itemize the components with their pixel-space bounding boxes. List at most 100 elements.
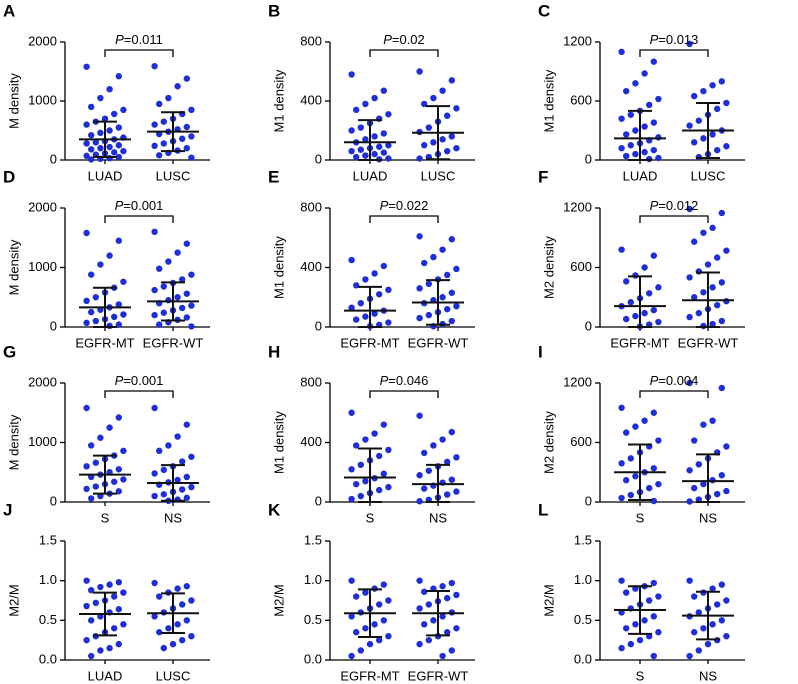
data-point <box>151 142 158 150</box>
p-text: =0.001 <box>123 198 163 213</box>
data-point <box>425 601 432 608</box>
data-point <box>371 310 378 317</box>
data-point <box>632 80 639 87</box>
data-point <box>174 585 181 592</box>
panel-letter: D <box>3 167 15 186</box>
data-point <box>646 597 653 604</box>
data-point <box>691 629 698 636</box>
y-axis-label: M1 density <box>541 69 556 132</box>
data-point <box>188 106 195 114</box>
y-tick-label: 800 <box>300 199 322 214</box>
data-point <box>115 579 123 586</box>
data-point <box>444 147 451 155</box>
data-point <box>627 491 634 499</box>
significance-bracket <box>639 390 709 398</box>
data-point <box>106 155 113 162</box>
data-point <box>156 593 163 600</box>
data-point <box>641 264 648 271</box>
y-tick-label: 0.0 <box>574 651 592 666</box>
data-point <box>655 95 662 103</box>
data-point <box>362 589 369 596</box>
y-tick-label: 1.0 <box>304 572 322 587</box>
data-point <box>83 404 90 412</box>
y-tick-label: 1.0 <box>574 572 592 587</box>
data-point <box>618 48 625 56</box>
data-point <box>623 625 630 632</box>
data-point <box>92 483 100 490</box>
panel-letter: A <box>3 1 15 20</box>
x-tick-label: LUSC <box>691 168 726 183</box>
data-point <box>430 94 437 102</box>
data-point <box>362 276 369 283</box>
p-value: P=0.001 <box>115 198 164 213</box>
p-value: P=0.011 <box>115 32 163 47</box>
data-point <box>453 454 460 461</box>
data-point <box>618 644 625 652</box>
data-point <box>97 583 104 591</box>
data-point <box>691 92 698 100</box>
data-point <box>695 309 702 317</box>
data-point <box>88 271 95 278</box>
data-point <box>641 148 648 156</box>
significance-bracket <box>369 215 439 223</box>
data-point <box>115 237 123 244</box>
data-point <box>111 313 118 321</box>
data-point <box>165 258 172 265</box>
p-text: =0.02 <box>392 32 425 47</box>
data-point <box>151 228 158 235</box>
data-point <box>718 581 725 588</box>
data-point <box>83 577 90 584</box>
x-tick-label: EGFR-MT <box>610 335 669 350</box>
y-tick-label: 2000 <box>28 199 57 214</box>
data-point <box>156 447 163 455</box>
data-point <box>376 636 383 644</box>
p-symbol: P <box>383 32 392 47</box>
data-point <box>430 253 437 261</box>
data-point <box>691 238 698 245</box>
data-point <box>448 647 455 654</box>
data-point <box>709 585 716 592</box>
data-point <box>88 442 95 449</box>
data-point <box>151 470 158 477</box>
y-tick-label: 0 <box>315 318 322 333</box>
data-point <box>439 652 446 660</box>
data-point <box>83 485 90 493</box>
data-point <box>448 77 455 84</box>
data-point <box>709 284 716 291</box>
data-point <box>111 593 118 600</box>
data-point <box>151 579 158 587</box>
data-point <box>618 404 625 411</box>
x-tick-label: NS <box>699 510 717 525</box>
data-point <box>623 152 630 160</box>
data-point <box>700 87 707 95</box>
x-tick-label: LUAD <box>353 168 388 183</box>
y-tick-label: 800 <box>300 33 322 48</box>
data-point <box>115 301 123 308</box>
data-point <box>362 100 369 108</box>
data-point <box>655 154 662 162</box>
p-symbol: P <box>380 373 389 388</box>
data-point <box>371 133 378 140</box>
y-tick-label: 2000 <box>28 374 57 389</box>
data-point <box>353 316 360 323</box>
data-point <box>92 599 100 607</box>
data-point <box>718 317 725 325</box>
data-point <box>348 466 355 473</box>
data-point <box>188 302 195 309</box>
data-point <box>618 145 625 152</box>
data-point <box>448 476 455 483</box>
data-point <box>106 644 113 652</box>
data-point <box>183 75 190 82</box>
data-point <box>723 143 730 150</box>
p-text: =0.046 <box>388 373 428 388</box>
data-point <box>179 458 186 465</box>
data-point <box>444 594 451 602</box>
y-tick-label: 2000 <box>28 33 57 48</box>
data-point <box>686 467 693 474</box>
data-point <box>718 384 725 392</box>
x-tick-label: EGFR-MT <box>340 335 399 350</box>
data-point <box>380 87 387 94</box>
data-point <box>348 71 355 78</box>
significance-bracket <box>104 215 174 223</box>
data-point <box>453 302 460 310</box>
